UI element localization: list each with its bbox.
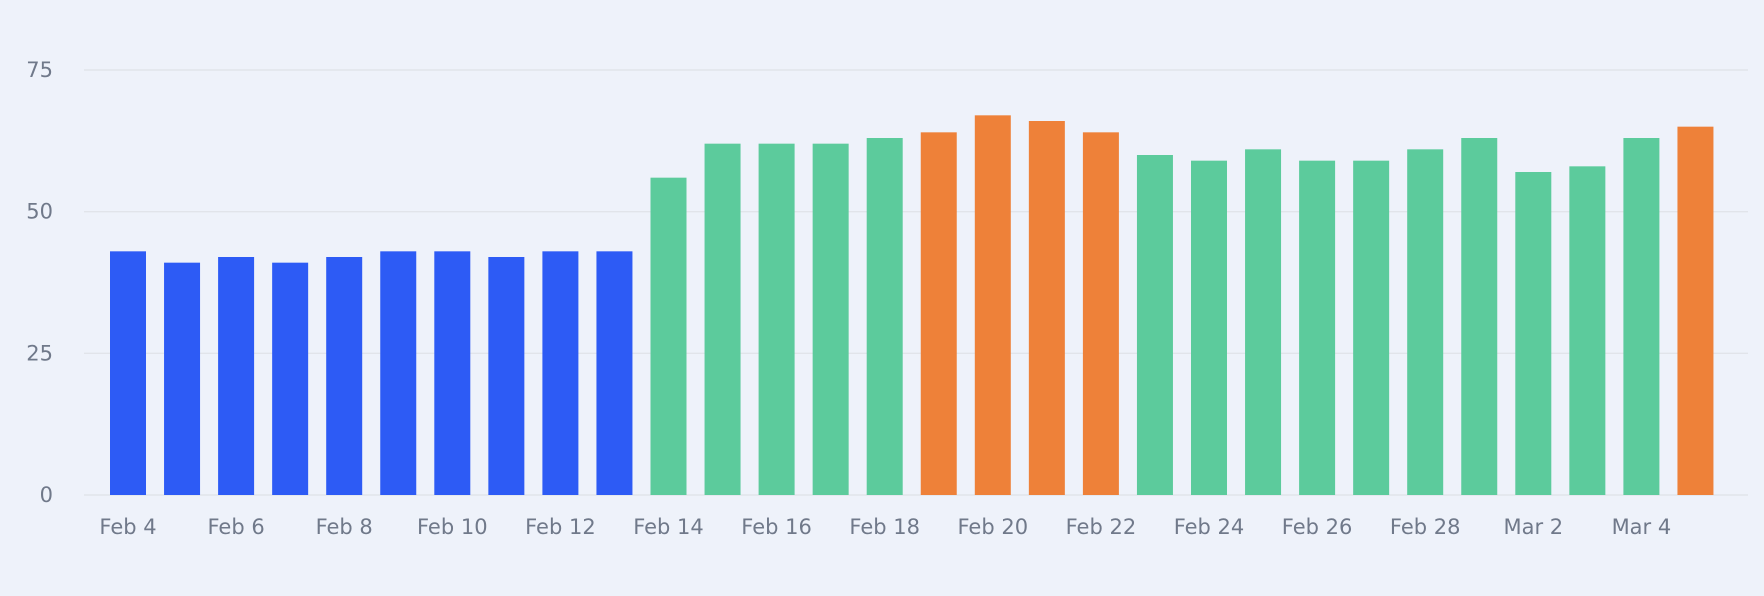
bar	[1569, 166, 1606, 495]
y-tick-label: 75	[26, 58, 53, 82]
bar	[1461, 138, 1498, 495]
x-tick-label: Mar 4	[1612, 515, 1672, 539]
bar	[380, 251, 417, 495]
bar	[812, 143, 849, 496]
bar	[1677, 126, 1714, 496]
bar	[272, 262, 309, 495]
x-tick-label: Mar 2	[1503, 515, 1563, 539]
bar	[596, 251, 633, 495]
x-tick-label: Feb 20	[958, 515, 1029, 539]
bar	[704, 143, 741, 496]
bar	[758, 143, 795, 496]
bar	[218, 257, 255, 495]
bar	[1623, 138, 1660, 495]
bar	[1191, 160, 1227, 496]
bar	[1299, 160, 1336, 496]
x-tick-label: Feb 4	[99, 515, 156, 539]
bar	[542, 251, 579, 495]
x-tick-label: Feb 8	[316, 515, 373, 539]
bar	[1028, 121, 1065, 495]
bar	[1515, 172, 1552, 495]
y-axis-ticks: 0 25 50 75	[26, 58, 53, 507]
x-tick-label: Feb 28	[1390, 515, 1461, 539]
x-tick-label: Feb 14	[633, 515, 704, 539]
bars	[110, 115, 1714, 496]
bar	[164, 262, 201, 495]
bar	[488, 257, 525, 495]
bar	[1245, 149, 1282, 495]
bar	[1407, 149, 1444, 495]
x-axis-ticks: Feb 4 Feb 6 Feb 8 Feb 10 Feb 12 Feb 14 Feb 16 F…	[99, 515, 1671, 539]
bar	[920, 132, 957, 495]
y-tick-label: 0	[40, 483, 53, 507]
y-tick-label: 50	[26, 200, 53, 224]
x-tick-label: Feb 6	[207, 515, 264, 539]
bar	[1082, 132, 1119, 495]
bar	[1136, 155, 1173, 495]
x-tick-label: Feb 26	[1282, 515, 1353, 539]
bar	[1353, 160, 1390, 496]
x-tick-label: Feb 24	[1174, 515, 1245, 539]
bar	[326, 257, 363, 495]
bar	[974, 115, 1011, 495]
bar	[110, 251, 146, 495]
x-tick-label: Feb 22	[1066, 515, 1137, 539]
bar	[434, 251, 471, 495]
x-tick-label: Feb 16	[741, 515, 812, 539]
y-tick-label: 25	[26, 341, 53, 365]
x-tick-label: Feb 18	[849, 515, 920, 539]
x-tick-label: Feb 12	[525, 515, 596, 539]
bar	[650, 177, 687, 496]
bar	[866, 138, 903, 495]
x-tick-label: Feb 10	[417, 515, 488, 539]
